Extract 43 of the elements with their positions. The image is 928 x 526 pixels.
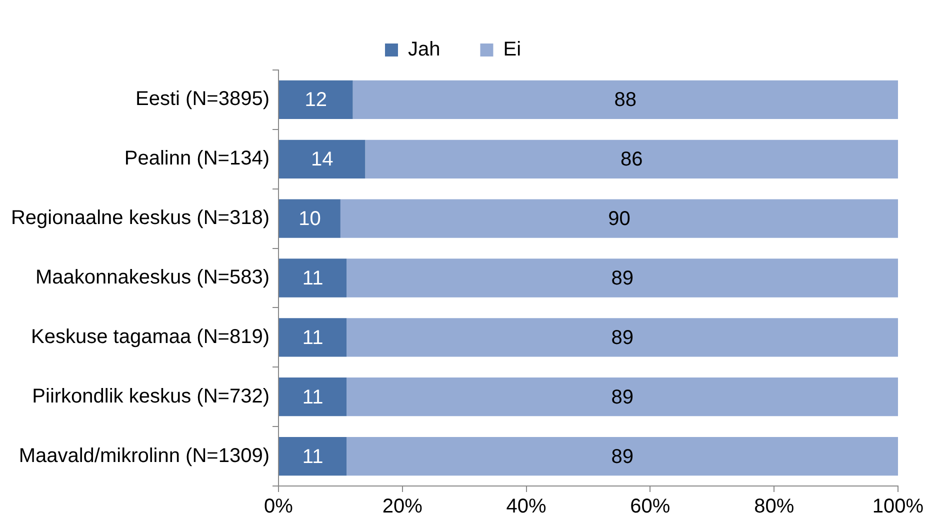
- data-label: 89: [611, 326, 634, 349]
- bar: [346, 258, 898, 298]
- y-tick-label: Regionaalne keskus (N=318): [10, 207, 270, 230]
- bar: [278, 199, 340, 238]
- x-tick-label: 60%: [630, 496, 670, 518]
- x-tick-label: 80%: [754, 496, 794, 518]
- data-label: 89: [611, 268, 634, 290]
- data-label: 90: [608, 208, 630, 230]
- bar: [340, 199, 898, 238]
- data-label: 11: [302, 268, 324, 290]
- bar: [365, 140, 898, 178]
- data-label: 89: [611, 386, 634, 408]
- bar: [346, 378, 898, 416]
- bar: [278, 80, 353, 120]
- data-label: 88: [614, 89, 637, 112]
- x-tick-label: 100%: [872, 496, 924, 518]
- data-label: 89: [611, 446, 634, 468]
- data-label: 86: [620, 148, 643, 171]
- y-tick-label: Pealinn (N=134): [124, 148, 270, 170]
- data-label: 14: [310, 148, 334, 171]
- x-tick-label: 40%: [506, 496, 547, 518]
- x-tick-label: 0%: [264, 496, 294, 518]
- bar: [278, 318, 347, 357]
- bar: [278, 378, 347, 416]
- bar: [278, 436, 347, 476]
- y-tick-label: Piirkondlik keskus (N=732): [32, 385, 270, 408]
- x-tick-label: 20%: [382, 496, 423, 518]
- data-label: 11: [302, 326, 324, 349]
- data-label: 12: [304, 89, 328, 112]
- bar: [278, 258, 347, 298]
- y-tick-label: Maavald/mikrolinn (N=1309): [18, 444, 270, 467]
- legend-label: Jah: [408, 38, 440, 61]
- y-tick-label: Keskuse tagamaa (N=819): [31, 326, 270, 348]
- y-tick-label: Maakonnakeskus (N=583): [35, 266, 270, 289]
- bar: [278, 140, 366, 178]
- data-label: 11: [302, 446, 324, 468]
- data-label: 11: [302, 386, 324, 408]
- bar: [346, 436, 898, 476]
- bar: [346, 318, 898, 357]
- data-label: 10: [298, 208, 321, 230]
- legend-label: Ei: [503, 38, 522, 61]
- y-tick-label: Eesti (N=3895): [136, 88, 270, 110]
- bar: [352, 80, 898, 120]
